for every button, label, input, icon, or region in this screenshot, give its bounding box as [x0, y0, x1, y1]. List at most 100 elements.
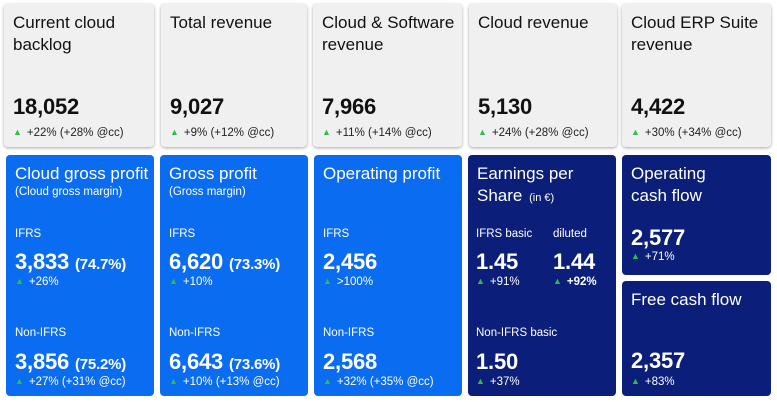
card-operating-profit: Operating profit IFRS 2,456 ▲ >100% Non-I…: [314, 155, 462, 396]
ifrs-basic-change-text: +91%: [489, 276, 520, 288]
nonifrs-basic-change: ▲ +37%: [476, 376, 520, 388]
kpi-title: Current cloud backlog: [13, 13, 116, 54]
card-title: Gross profit (Gross margin): [169, 163, 308, 199]
ifrs-change: ▲ +10%: [169, 276, 213, 288]
nonifrs-change: ▲ +10% (+13% @cc): [169, 376, 280, 388]
ifrs-basic-value: 1.45: [476, 249, 519, 274]
kpi-change-text: +11% (+14% @cc): [335, 127, 432, 139]
card-subtitle: (Gross margin): [169, 186, 246, 198]
nonifrs-change-text: +10% (+13% @cc): [182, 376, 280, 388]
ifrs-change-text: +10%: [182, 276, 213, 288]
card-title: Free cash flow: [631, 290, 742, 309]
ifrs-value: 3,833 (74.7%): [15, 249, 126, 275]
kpi-card-cloud-erp-suite-revenue: Cloud ERP Suite revenue 4,422 ▲ +30% (+34…: [622, 4, 771, 147]
ifrs-value: 6,620 (73.3%): [169, 249, 280, 275]
nonifrs-value-text: 3,856: [15, 349, 70, 374]
card-title: Earnings per Share (in €): [477, 163, 616, 209]
ifrs-label: IFRS: [323, 228, 350, 240]
nonifrs-value: 2,568: [323, 349, 378, 374]
up-triangle-icon: ▲: [323, 276, 332, 286]
card-title: Operating cash flow: [631, 164, 706, 205]
nonifrs-change-text: +27% (+31% @cc): [28, 376, 126, 388]
ocf-change-text: +71%: [644, 251, 675, 263]
up-triangle-icon: ▲: [170, 127, 179, 137]
up-triangle-icon: ▲: [631, 376, 640, 386]
fcf-value: 2,357: [631, 348, 686, 373]
ifrs-margin: (73.3%): [228, 256, 281, 273]
nonifrs-change-text: +32% (+35% @cc): [336, 376, 434, 388]
kpi-card-current-cloud-backlog: Current cloud backlog 18,052 ▲ +22% (+28%…: [4, 4, 154, 147]
ifrs-basic-change: ▲ +91%: [476, 276, 520, 288]
ifrs-value-text: 6,620: [169, 249, 224, 274]
kpi-title: Cloud revenue: [478, 13, 589, 32]
kpi-change: ▲ +30% (+34% @cc): [631, 127, 742, 139]
card-title: Operating profit: [323, 164, 441, 183]
nonifrs-label: Non-IFRS: [169, 327, 221, 339]
ifrs-change: ▲ >100%: [323, 276, 373, 288]
ocf-change: ▲ +71%: [631, 251, 675, 263]
fcf-change-text: +83%: [644, 376, 675, 388]
nonifrs-basic-value: 1.50: [476, 349, 519, 374]
kpi-value: 18,052: [13, 94, 80, 119]
kpi-change: ▲ +22% (+28% @cc): [13, 127, 124, 139]
ifrs-margin: (74.7%): [74, 256, 127, 273]
card-unit: (in €): [529, 192, 555, 204]
card-title-text-2: Share: [477, 186, 523, 205]
ifrs-value-text: 3,833: [15, 249, 70, 274]
nonifrs-value: 6,643 (73.6%): [169, 349, 280, 375]
up-triangle-icon: ▲: [476, 276, 485, 286]
kpi-change: ▲ +24% (+28% @cc): [478, 127, 589, 139]
kpi-value: 7,966: [322, 94, 377, 119]
up-triangle-icon: ▲: [13, 127, 22, 137]
kpi-change: ▲ +11% (+14% @cc): [322, 127, 432, 139]
ifrs-label: IFRS: [169, 228, 196, 240]
kpi-value: 9,027: [170, 94, 225, 119]
nonifrs-change: ▲ +27% (+31% @cc): [15, 376, 126, 388]
kpi-change-text: +22% (+28% @cc): [26, 127, 124, 139]
kpi-title: Total revenue: [170, 13, 273, 32]
ifrs-change-text: >100%: [336, 276, 374, 288]
card-cloud-gross-profit: Cloud gross profit (Cloud gross margin) …: [6, 155, 154, 396]
kpi-card-cloud-revenue: Cloud revenue 5,130 ▲ +24% (+28% @cc): [469, 4, 617, 147]
nonifrs-basic-label: Non-IFRS basic: [476, 327, 558, 339]
card-title-text: Gross profit: [169, 164, 257, 183]
ifrs-basic-label: IFRS basic: [476, 228, 533, 240]
up-triangle-icon: ▲: [15, 376, 24, 386]
up-triangle-icon: ▲: [631, 251, 640, 261]
up-triangle-icon: ▲: [322, 127, 331, 137]
up-triangle-icon: ▲: [476, 376, 485, 386]
card-title-text: Earnings per: [477, 164, 574, 183]
fcf-change: ▲ +83%: [631, 376, 675, 388]
kpi-change-text: +9% (+12% @cc): [183, 127, 275, 139]
diluted-change-text: +92%: [566, 276, 597, 288]
kpi-title: Cloud ERP Suite revenue: [631, 13, 759, 54]
nonifrs-label: Non-IFRS: [323, 327, 375, 339]
ifrs-change: ▲ +26%: [15, 276, 59, 288]
diluted-change: ▲ +92%: [553, 276, 597, 288]
kpi-value: 4,422: [631, 94, 686, 119]
ocf-value: 2,577: [631, 225, 686, 250]
up-triangle-icon: ▲: [323, 376, 332, 386]
nonifrs-value: 3,856 (75.2%): [15, 349, 126, 375]
diluted-label: diluted: [553, 228, 587, 240]
up-triangle-icon: ▲: [169, 276, 178, 286]
ifrs-label: IFRS: [15, 228, 42, 240]
kpi-card-total-revenue: Total revenue 9,027 ▲ +9% (+12% @cc): [161, 4, 307, 147]
kpi-title: Cloud & Software revenue: [322, 13, 455, 54]
card-title: Cloud gross profit (Cloud gross margin): [15, 163, 154, 199]
nonifrs-value-text: 6,643: [169, 349, 224, 374]
card-title-text: Cloud gross profit: [15, 164, 149, 183]
nonifrs-change: ▲ +32% (+35% @cc): [323, 376, 434, 388]
up-triangle-icon: ▲: [631, 127, 640, 137]
card-subtitle: (Cloud gross margin): [15, 186, 123, 198]
card-free-cash-flow: Free cash flow 2,357 ▲ +83%: [622, 281, 771, 396]
kpi-change: ▲ +9% (+12% @cc): [170, 127, 274, 139]
diluted-value: 1.44: [553, 249, 596, 274]
nonifrs-margin: (73.6%): [228, 356, 281, 373]
card-earnings-per-share: Earnings per Share (in €) IFRS basic dil…: [468, 155, 616, 396]
kpi-value: 5,130: [478, 94, 533, 119]
nonifrs-label: Non-IFRS: [15, 327, 67, 339]
ifrs-change-text: +26%: [28, 276, 59, 288]
nonifrs-margin: (75.2%): [74, 356, 127, 373]
kpi-card-cloud-software-revenue: Cloud & Software revenue 7,966 ▲ +11% (+1…: [313, 4, 462, 147]
